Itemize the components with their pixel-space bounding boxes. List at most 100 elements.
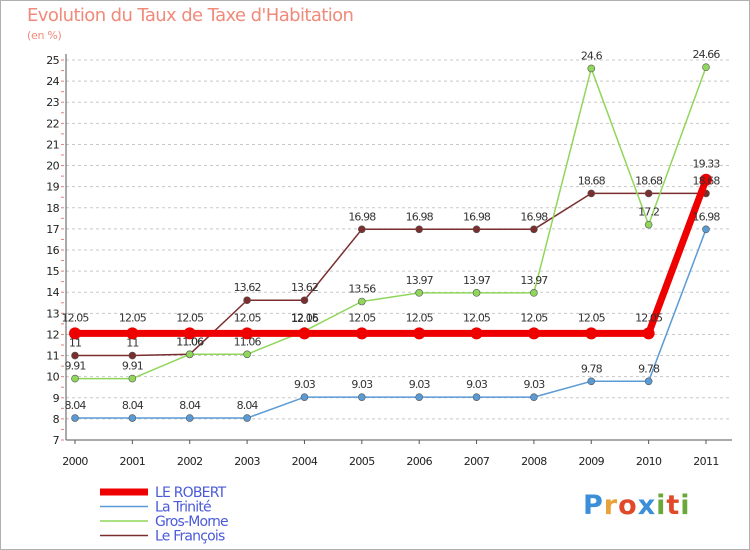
x-tick-label: 2011 [693, 455, 719, 468]
data-point [128, 374, 137, 383]
x-tick-label: 2000 [62, 455, 88, 468]
data-point [71, 351, 79, 360]
data-point [358, 297, 366, 306]
data-label: 13.56 [348, 283, 376, 296]
data-label: 12.05 [176, 311, 204, 324]
data-label: 11 [69, 337, 81, 350]
legend-label-2: Gros-Morne [155, 514, 228, 530]
data-point [644, 220, 653, 229]
x-tick-label: 2001 [120, 455, 146, 468]
data-label: 24.66 [693, 48, 721, 61]
data-label: 11 [126, 337, 138, 350]
data-point [128, 351, 137, 360]
logo-letter: i [656, 490, 667, 521]
legend-label-1: La Trinité [155, 500, 211, 516]
data-point [530, 393, 538, 401]
data-label: 13.62 [291, 281, 318, 294]
data-label: 12.05 [234, 311, 262, 324]
data-label: 11.06 [176, 335, 204, 348]
data-point [185, 350, 194, 359]
data-label: 16.98 [693, 210, 721, 223]
series-line-2 [75, 66, 707, 380]
data-label: 19.33 [693, 158, 721, 171]
data-point [415, 225, 423, 234]
data-label: 11.06 [234, 335, 262, 348]
data-point [355, 327, 368, 340]
y-tick-label: 7 [53, 434, 60, 447]
y-tick-label: 22 [46, 117, 59, 130]
y-tick-label: 23 [46, 96, 59, 109]
data-point [413, 327, 426, 340]
logo-letter: r [603, 490, 619, 521]
data-label: 18.68 [578, 174, 606, 187]
data-label: 16.98 [520, 210, 548, 223]
y-tick-label: 19 [46, 181, 59, 194]
chart-title: Evolution du Taux de Taxe d'Habitation [27, 5, 354, 26]
data-label: 12.05 [578, 311, 606, 324]
data-point [644, 377, 653, 386]
data-point [587, 377, 596, 386]
data-point [587, 189, 596, 198]
data-label: 16.98 [463, 210, 491, 223]
data-point [243, 350, 251, 359]
data-point [300, 393, 309, 401]
data-point [642, 327, 655, 340]
y-tick-label: 20 [46, 160, 59, 173]
logo-letter: t [666, 490, 681, 521]
data-point [71, 374, 79, 383]
data-point [243, 296, 251, 305]
data-label: 13.97 [406, 274, 434, 287]
y-tick-label: 13 [46, 307, 59, 320]
series-line-3 [75, 192, 706, 357]
data-point [702, 63, 710, 71]
data-point [472, 289, 481, 297]
data-point [358, 393, 366, 401]
data-label: 13.97 [463, 274, 491, 287]
data-label: 13.97 [520, 274, 548, 287]
data-label: 12.05 [348, 311, 376, 324]
data-label: 12.05 [463, 311, 491, 324]
x-tick-label: 2004 [292, 455, 318, 468]
data-point [241, 327, 254, 340]
x-tick-label: 2003 [234, 455, 260, 468]
data-point [415, 393, 423, 401]
x-tick-label: 2009 [578, 455, 604, 468]
data-label: 9.91 [65, 360, 86, 373]
data-label: 9.78 [581, 362, 603, 375]
data-point [298, 327, 311, 340]
y-tick-label: 8 [53, 413, 60, 426]
data-label: 12.05 [291, 311, 319, 324]
logo-letter: i [680, 490, 691, 521]
data-point [185, 414, 194, 422]
y-tick-label: 16 [46, 244, 59, 257]
series-line-1 [75, 229, 707, 419]
y-tick-label: 21 [46, 138, 59, 151]
data-point [126, 327, 139, 340]
y-tick-label: 9 [53, 392, 60, 405]
y-tick-label: 25 [46, 54, 59, 67]
y-tick-label: 14 [46, 286, 59, 299]
x-tick-label: 2008 [521, 455, 547, 468]
legend-label-3: Le François [155, 529, 225, 545]
data-point [530, 289, 538, 297]
data-point [585, 327, 598, 340]
y-tick-label: 18 [46, 202, 59, 215]
data-point [69, 327, 81, 340]
logo-letter: o [618, 490, 638, 521]
data-point [472, 393, 481, 401]
data-point [358, 225, 366, 234]
x-tick-label: 2006 [406, 455, 432, 468]
data-label: 9.03 [409, 378, 431, 391]
data-label: 9.91 [122, 360, 143, 373]
data-point [472, 225, 481, 234]
data-label: 13.62 [234, 281, 261, 294]
x-tick-label: 2002 [177, 455, 203, 468]
y-tick-label: 12 [46, 328, 59, 341]
y-tick-label: 15 [46, 265, 59, 278]
logo-letter: x [637, 490, 657, 521]
data-point [300, 296, 309, 305]
data-point [243, 414, 251, 422]
data-label: 16.98 [406, 210, 434, 223]
